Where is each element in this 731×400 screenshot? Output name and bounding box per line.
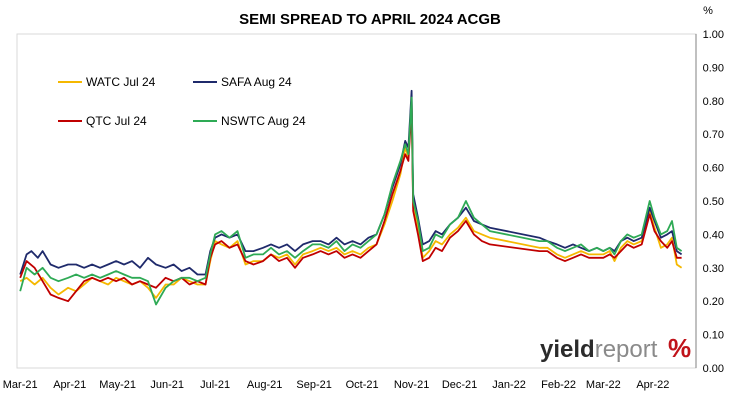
series-line-0 xyxy=(19,99,683,299)
svg-text:yieldreport: yieldreport xyxy=(540,336,658,363)
y-tick-label: 1.00 xyxy=(703,29,724,41)
x-tick-label: Dec-21 xyxy=(442,379,477,391)
x-tick-label: Mar-22 xyxy=(586,379,621,391)
y-tick-label: 0.90 xyxy=(703,62,724,74)
legend-label: QTC Jul 24 xyxy=(86,114,147,128)
legend-label: SAFA Aug 24 xyxy=(221,75,292,89)
x-tick-label: Mar-21 xyxy=(3,379,38,391)
series-line-2 xyxy=(19,106,682,303)
y-axis-unit: % xyxy=(703,5,713,17)
x-axis-ticks: Mar-21 Apr-21 May-21 Jun-21 Jul-21 Aug-21 Sep-… xyxy=(3,379,670,391)
logo-percent-icon: % xyxy=(668,333,691,363)
y-tick-label: 0.80 xyxy=(703,96,724,108)
yieldreport-logo: yieldreport % xyxy=(540,333,691,363)
x-tick-label: Feb-22 xyxy=(541,379,576,391)
x-tick-label: Aug-21 xyxy=(247,379,282,391)
y-tick-label: 0.30 xyxy=(703,263,724,275)
y-tick-label: 0.00 xyxy=(703,363,724,375)
x-tick-label: Sep-21 xyxy=(296,379,331,391)
x-tick-label: May-21 xyxy=(99,379,136,391)
x-tick-label: Jun-21 xyxy=(150,379,184,391)
logo-text-report: report xyxy=(595,336,658,363)
x-tick-label: Nov-21 xyxy=(394,379,429,391)
series-line-3 xyxy=(19,96,683,306)
logo-text-yield: yield xyxy=(540,336,595,363)
legend: WATC Jul 24 SAFA Aug 24 QTC Jul 24 NSWTC Au… xyxy=(58,75,306,128)
legend-label: WATC Jul 24 xyxy=(86,75,156,89)
x-tick-label: Jan-22 xyxy=(492,379,526,391)
y-tick-label: 0.20 xyxy=(703,296,724,308)
x-tick-label: Oct-21 xyxy=(346,379,379,391)
y-tick-label: 0.50 xyxy=(703,196,724,208)
y-tick-label: 0.70 xyxy=(703,129,724,141)
legend-label: NSWTC Aug 24 xyxy=(221,114,306,128)
y-tick-label: 0.60 xyxy=(703,163,724,175)
y-axis-ticks: 0.00 0.10 0.20 0.30 0.40 0.50 0.60 0.70 0.80 0.90… xyxy=(703,29,724,375)
x-tick-label: Apr-22 xyxy=(636,379,669,391)
y-tick-label: 0.40 xyxy=(703,229,724,241)
chart-title: SEMI SPREAD TO APRIL 2024 ACGB xyxy=(239,11,501,28)
y-tick-label: 0.10 xyxy=(703,330,724,342)
series-lines xyxy=(19,89,683,306)
x-tick-label: Jul-21 xyxy=(200,379,230,391)
x-tick-label: Apr-21 xyxy=(53,379,86,391)
